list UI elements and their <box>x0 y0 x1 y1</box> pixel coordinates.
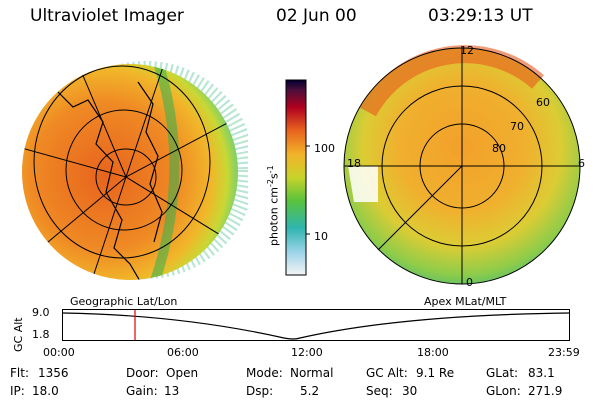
gcalt-value: 9.1 Re <box>416 366 455 380</box>
colorbar-tick-10: 10 <box>314 230 328 243</box>
timeline-y-bottom: 1.8 <box>32 328 50 341</box>
colorbar-unit-text: photon cm <box>267 187 281 246</box>
gain-label: Gain: <box>126 384 158 398</box>
polar-mlt-plot <box>343 45 581 285</box>
colorbar-gradient <box>285 79 307 276</box>
colorbar-tick-100: 100 <box>314 142 335 155</box>
gain-value: 13 <box>164 384 180 398</box>
date-label: 02 Jun 00 <box>276 6 357 26</box>
glat-value: 83.1 <box>528 366 555 380</box>
timeline-tick-2359: 23:59 <box>548 346 580 359</box>
lat-circle <box>33 65 211 259</box>
seq-label: Seq: <box>366 384 393 398</box>
door-value: Open <box>166 366 199 380</box>
meridian <box>125 64 169 178</box>
coastline <box>57 91 145 280</box>
flt-value: 1356 <box>38 366 69 380</box>
meridian <box>22 146 127 178</box>
timeline-y-top: 9.0 <box>32 306 50 319</box>
timeline-tick-0000: 00:00 <box>43 346 75 359</box>
colorbar-unit-label: photon cm-2s-1 <box>266 165 281 246</box>
timeline-tick-1800: 18:00 <box>417 346 449 359</box>
lat-label-80: 80 <box>492 142 506 155</box>
night-gap <box>348 166 378 202</box>
door-label: Door: <box>126 366 159 380</box>
flt-label: Flt: <box>10 366 29 380</box>
mlt-label-6: 6 <box>578 157 585 170</box>
glon-label: GLon: <box>486 384 521 398</box>
geographic-image <box>22 61 248 280</box>
timeline-axis-label: GC Alt <box>12 317 25 352</box>
timeline-plot <box>62 309 570 341</box>
gcalt-label: GC Alt: <box>366 366 408 380</box>
lat-label-60: 60 <box>536 96 550 109</box>
geo-disk <box>22 64 238 280</box>
time-label: 03:29:13 UT <box>428 6 533 26</box>
geographic-frame-label: Geographic Lat/Lon <box>70 295 178 308</box>
dsp-label: Dsp: <box>246 384 274 398</box>
terminator-band <box>148 64 180 280</box>
timeline-tick-0600: 06:00 <box>167 346 199 359</box>
glon-value: 271.9 <box>528 384 563 398</box>
mode-label: Mode: <box>246 366 283 380</box>
meridian <box>87 176 127 280</box>
ip-label: IP: <box>10 384 25 398</box>
dawn-band <box>360 45 544 117</box>
instrument-title: Ultraviolet Imager <box>30 6 184 26</box>
coastline <box>137 81 163 243</box>
altitude-curve <box>62 312 570 340</box>
mlt-label-12: 12 <box>460 44 474 57</box>
mlt-diagonal <box>377 165 463 251</box>
mode-value: Normal <box>290 366 334 380</box>
mlt-label-18: 18 <box>347 157 361 170</box>
lat-label-70: 70 <box>510 120 524 133</box>
mlt-label-0: 0 <box>466 276 473 289</box>
seq-value: 30 <box>402 384 418 398</box>
ip-value: 18.0 <box>32 384 59 398</box>
timeline-tick-1200: 12:00 <box>291 346 323 359</box>
colorbar <box>285 79 310 276</box>
lat-circle <box>65 109 183 231</box>
lat-circle <box>95 148 157 206</box>
apex-frame-label: Apex MLat/MLT <box>424 295 507 308</box>
glat-label: GLat: <box>486 366 519 380</box>
dsp-value: 5.2 <box>300 384 320 398</box>
timeline-frame <box>62 309 570 341</box>
